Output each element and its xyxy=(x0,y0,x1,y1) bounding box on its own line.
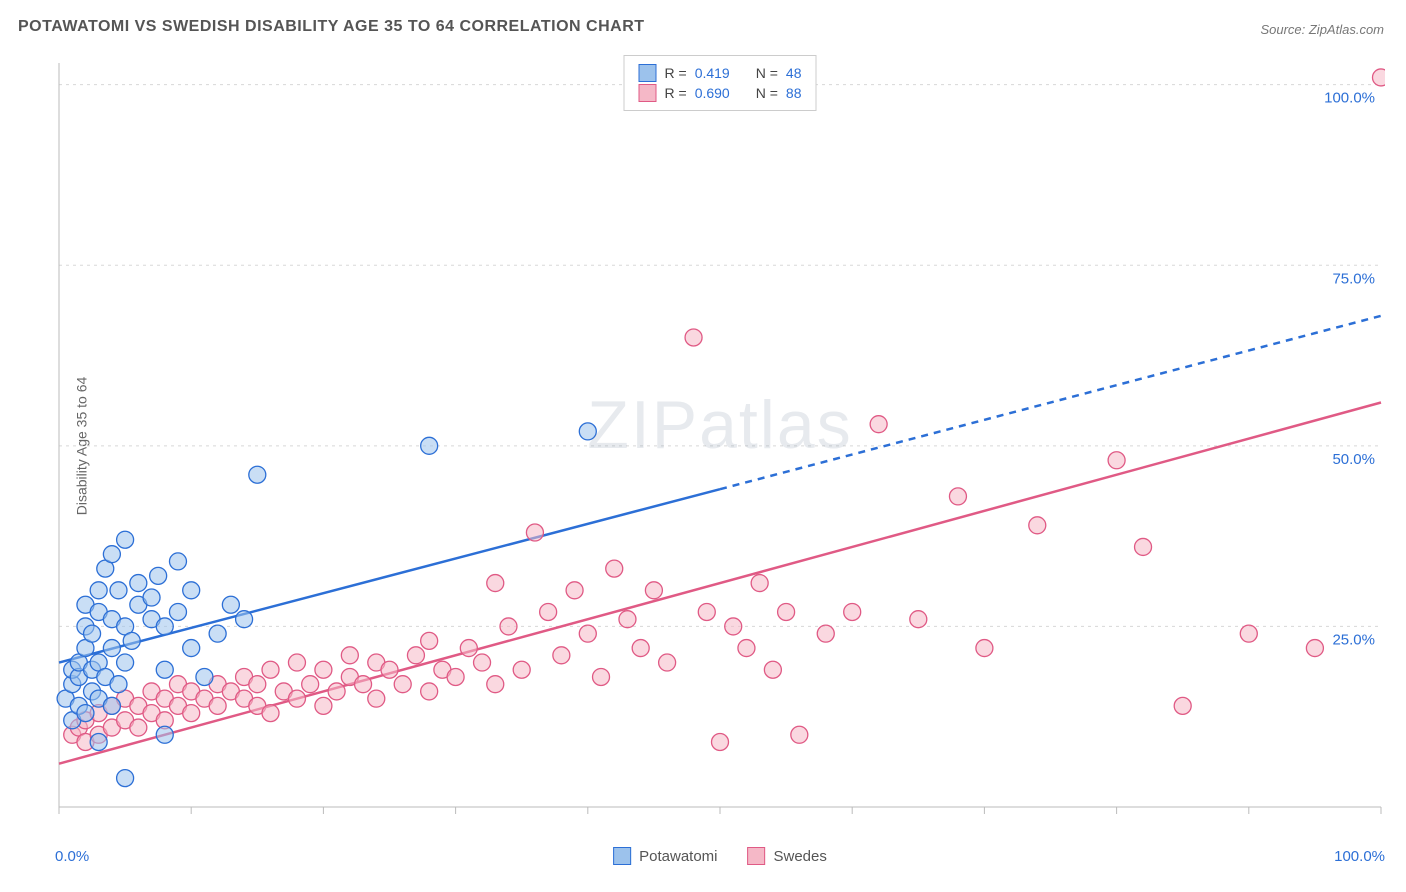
legend-row-potawatomi: R = 0.419 N = 48 xyxy=(639,64,802,82)
swatch-potawatomi xyxy=(613,847,631,865)
n-label: N = xyxy=(756,85,778,101)
legend-item-potawatomi: Potawatomi xyxy=(613,847,717,865)
legend-row-swedes: R = 0.690 N = 88 xyxy=(639,84,802,102)
r-value: 0.419 xyxy=(695,65,730,81)
r-value: 0.690 xyxy=(695,85,730,101)
svg-text:25.0%: 25.0% xyxy=(1332,631,1375,648)
source-attribution: Source: ZipAtlas.com xyxy=(1260,22,1384,37)
x-axis-min-label: 0.0% xyxy=(55,848,89,865)
legend-item-swedes: Swedes xyxy=(748,847,827,865)
svg-text:75.0%: 75.0% xyxy=(1332,270,1375,287)
correlation-legend: R = 0.419 N = 48 R = 0.690 N = 88 xyxy=(624,55,817,111)
n-value: 88 xyxy=(786,85,802,101)
r-label: R = xyxy=(665,85,687,101)
plot-area: 25.0%50.0%75.0%100.0% ZIPatlas R = 0.419… xyxy=(55,55,1385,825)
swatch-swedes xyxy=(748,847,766,865)
swatch-potawatomi xyxy=(639,64,657,82)
legend-label: Swedes xyxy=(774,848,827,865)
x-axis-max-label: 100.0% xyxy=(1334,848,1385,865)
series-legend: Potawatomi Swedes xyxy=(613,847,827,865)
n-label: N = xyxy=(756,65,778,81)
scatter-chart: 25.0% 50.0% 75.0% 100.0% xyxy=(55,55,1385,825)
chart-title: POTAWATOMI VS SWEDISH DISABILITY AGE 35 … xyxy=(18,18,645,36)
legend-label: Potawatomi xyxy=(639,848,717,865)
svg-text:50.0%: 50.0% xyxy=(1332,451,1375,468)
r-label: R = xyxy=(665,65,687,81)
n-value: 48 xyxy=(786,65,802,81)
swatch-swedes xyxy=(639,84,657,102)
svg-text:100.0%: 100.0% xyxy=(1324,90,1375,107)
